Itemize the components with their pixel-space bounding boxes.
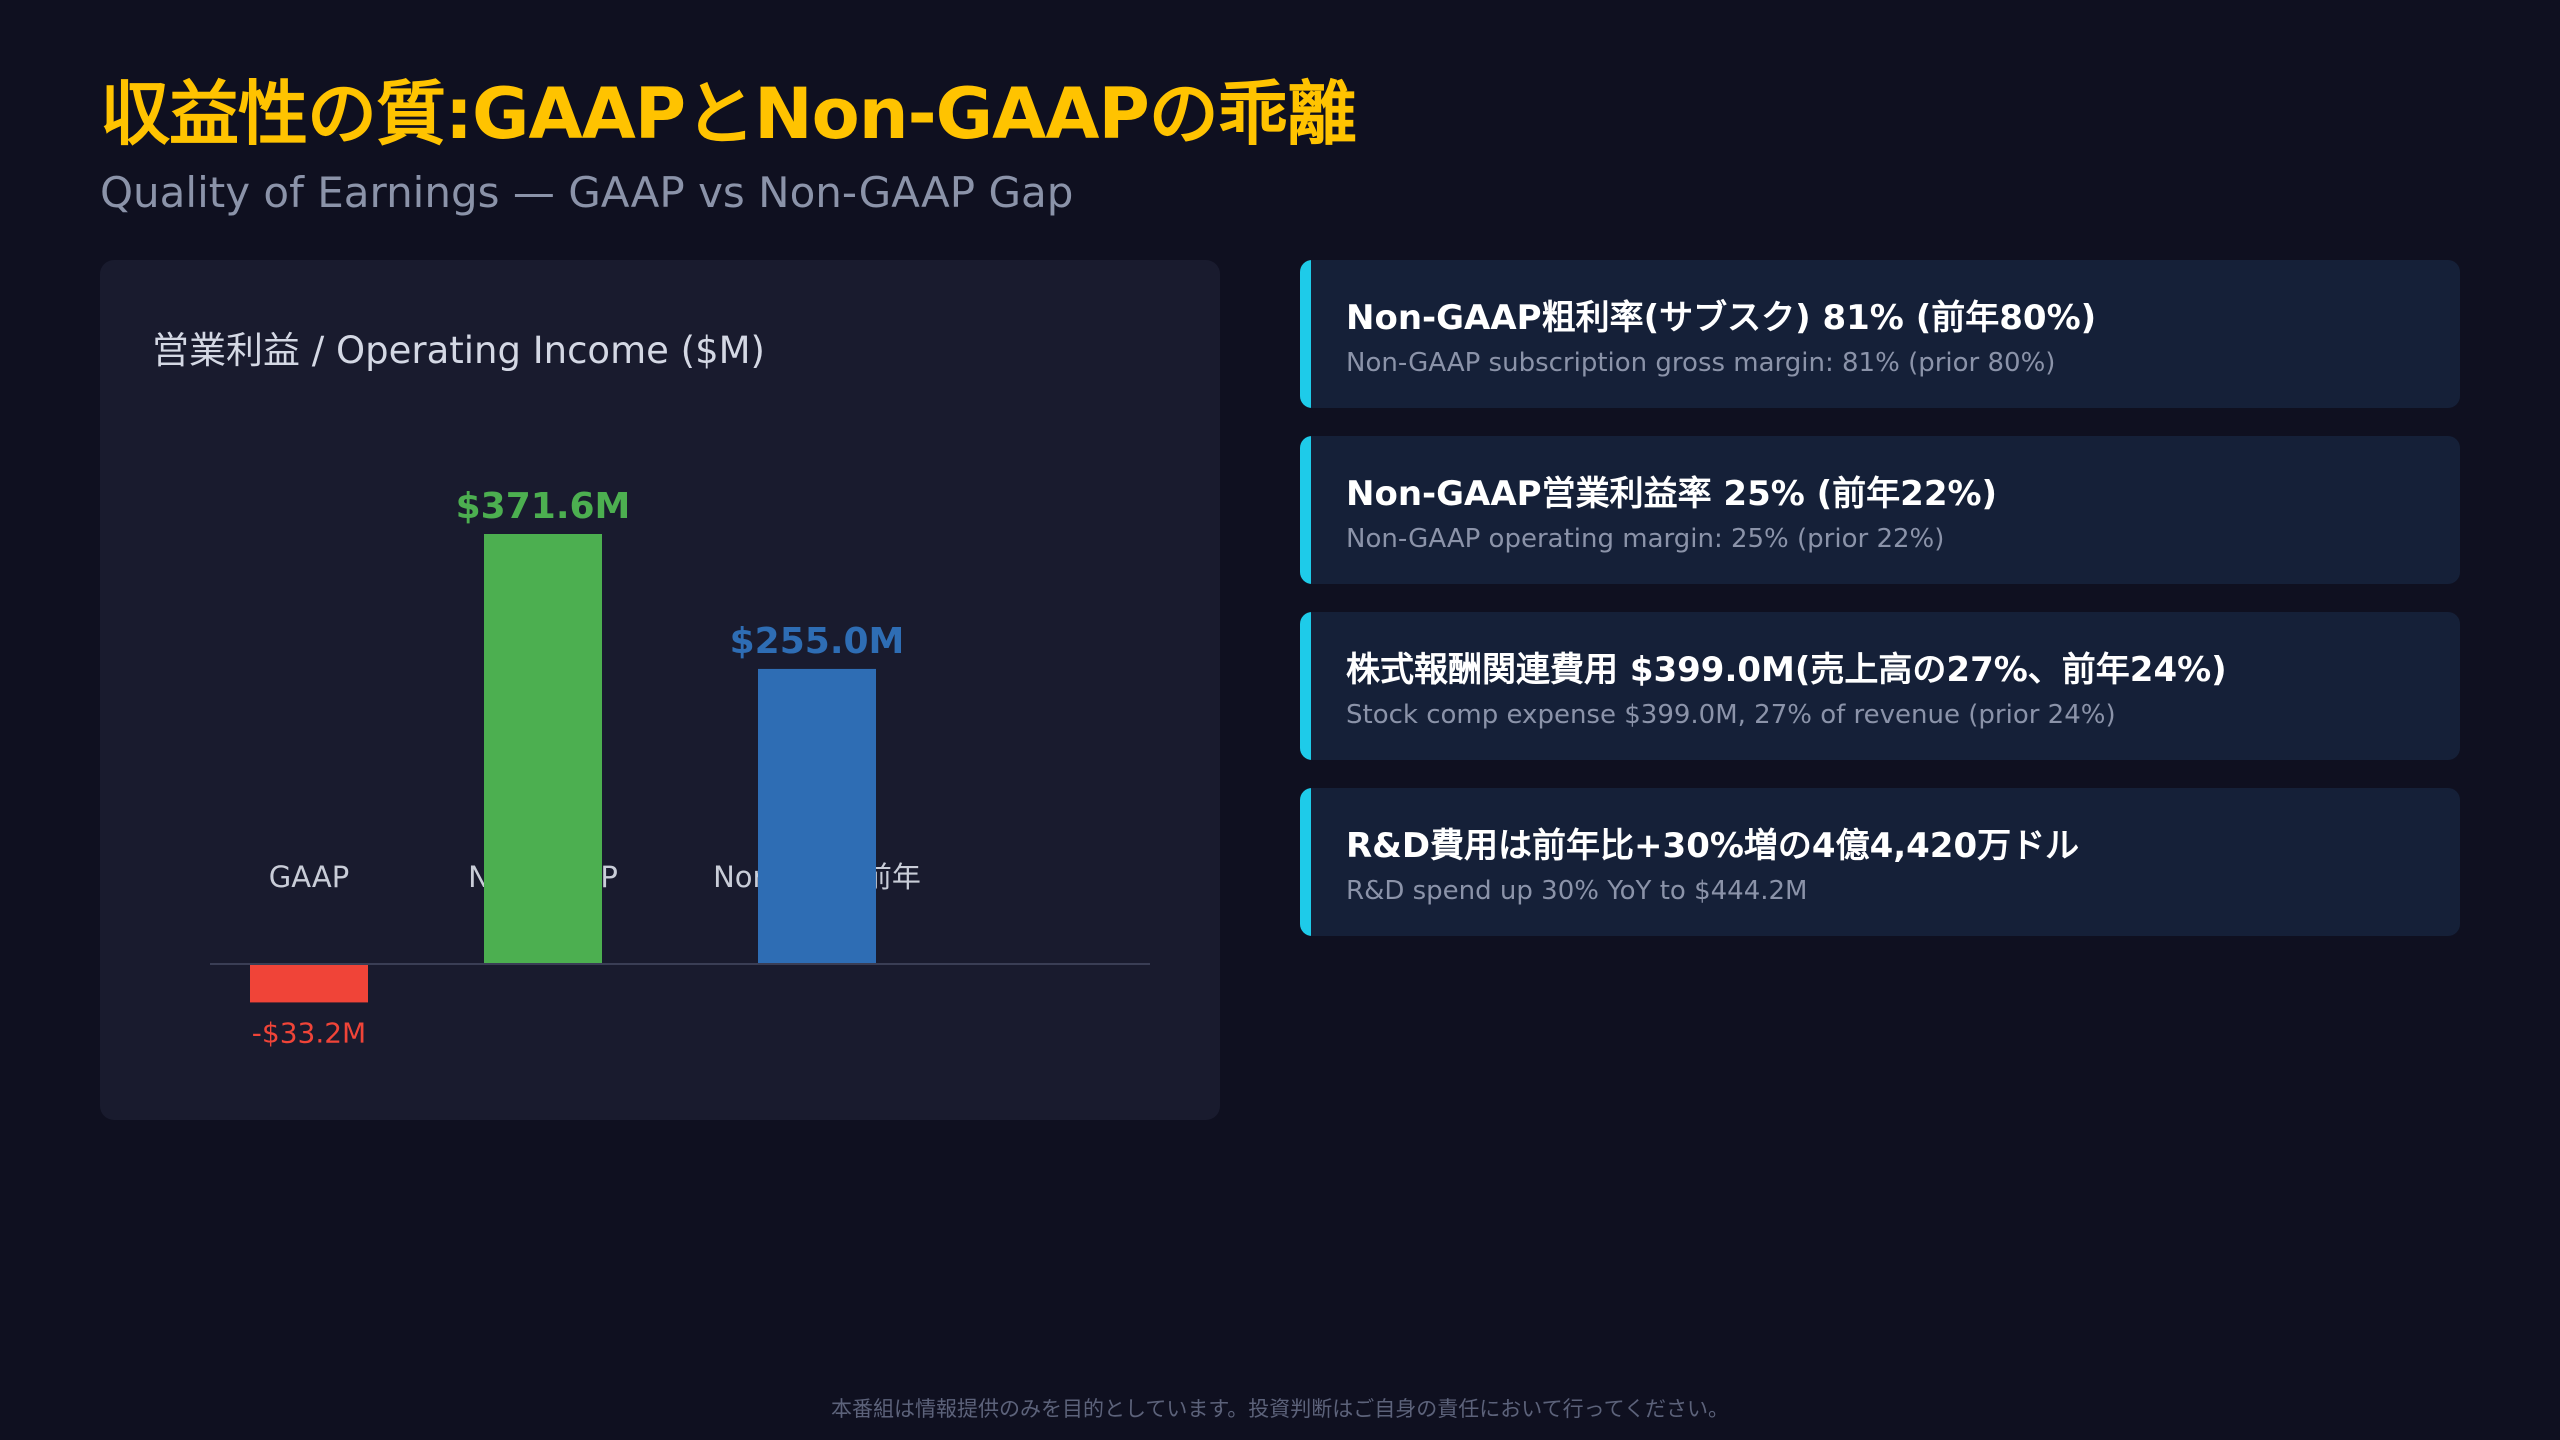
data-label: $371.6M [456, 486, 631, 527]
operating-income-chart: GAAP-$33.2MNon-GAAP$371.6MNon-GAAP前年$255… [210, 486, 1150, 1049]
bar [758, 668, 876, 964]
bar [484, 534, 602, 964]
insight-card-3: 株式報酬関連費用 $399.0M(売上高の27%、前年24%) Stock co… [1300, 612, 2460, 760]
insight-card-1: Non-GAAP粗利率(サブスク) 81% (前年80%) Non-GAAP s… [1300, 260, 2460, 408]
page-title: 収益性の質:GAAPとNon-GAAPの乖離 [100, 73, 1357, 155]
insight-card-4: R&D費用は前年比+30%増の4億4,420万ドル R&D spend up 3… [1300, 788, 2460, 936]
card-accent-bar [1300, 612, 1311, 760]
chart-title: 営業利益 / Operating Income ($M) [152, 329, 765, 372]
data-label: $255.0M [730, 621, 905, 662]
insight-card-2: Non-GAAP営業利益率 25% (前年22%) Non-GAAP opera… [1300, 436, 2460, 584]
bar [250, 964, 368, 1003]
card-title: R&D費用は前年比+30%増の4億4,420万ドル [1346, 826, 2080, 866]
card-title: Non-GAAP営業利益率 25% (前年22%) [1346, 474, 1998, 514]
card-title: 株式報酬関連費用 $399.0M(売上高の27%、前年24%) [1346, 650, 2227, 690]
disclaimer-footer: 本番組は情報提供のみを目的としています。投資判断はご自身の責任において行ってくだ… [831, 1397, 1729, 1421]
card-subtitle: R&D spend up 30% YoY to $444.2M [1346, 876, 1808, 906]
chart-panel: 営業利益 / Operating Income ($M) GAAP -$33.2M… [100, 260, 1220, 1120]
card-accent-bar [1300, 436, 1311, 584]
card-accent-bar [1300, 788, 1311, 936]
card-subtitle: Non-GAAP subscription gross margin: 81% … [1346, 348, 2056, 378]
data-label: -$33.2M [252, 1016, 366, 1049]
card-accent-bar [1300, 260, 1311, 408]
card-subtitle: Non-GAAP operating margin: 25% (prior 22… [1346, 524, 1945, 554]
card-title: Non-GAAP粗利率(サブスク) 81% (前年80%) [1346, 298, 2097, 338]
category-label: GAAP [269, 860, 349, 894]
page-subtitle: Quality of Earnings — GAAP vs Non-GAAP G… [100, 168, 1074, 217]
card-subtitle: Stock comp expense $399.0M, 27% of reven… [1346, 700, 2116, 730]
